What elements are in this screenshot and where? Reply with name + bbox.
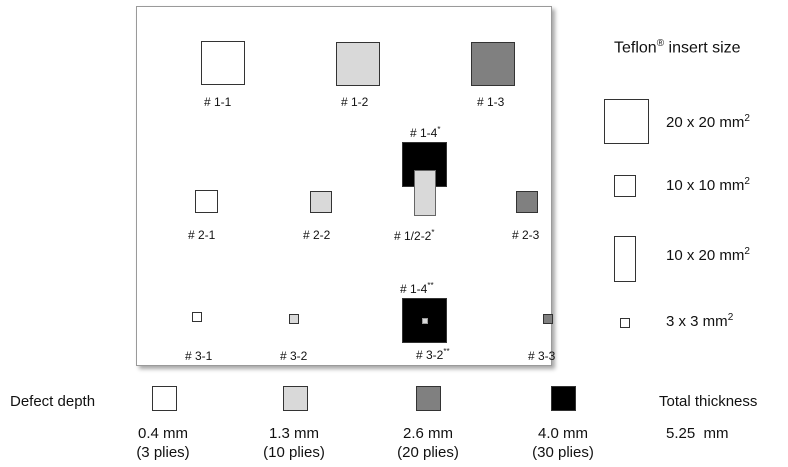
legend-title: Teflon® insert size xyxy=(614,38,741,57)
depth-plies-0: (3 plies) xyxy=(136,444,190,461)
label-3-2: # 3-2 xyxy=(280,349,308,363)
insert-3-3 xyxy=(543,314,553,324)
insert-3-2 xyxy=(289,314,299,324)
label-3-2-star: # 3-2** xyxy=(416,347,450,362)
label-1-2: # 1-2 xyxy=(341,95,369,109)
insert-2-1 xyxy=(195,190,218,213)
depth-plies-2: (20 plies) xyxy=(397,444,459,461)
depth-mm-2: 2.6 mm xyxy=(402,425,453,442)
defect-depth-label: Defect depth xyxy=(10,393,96,410)
label-2-2: # 2-2 xyxy=(303,228,331,242)
insert-3-1 xyxy=(192,312,202,322)
label-2-1: # 2-1 xyxy=(188,228,216,242)
insert-2-2 xyxy=(310,191,332,213)
label-1-2-2: # 1/2-2* xyxy=(394,228,435,243)
legend-swatch-10x20 xyxy=(614,236,636,282)
insert-1-2 xyxy=(336,42,380,86)
depth-swatch-0 xyxy=(152,386,177,411)
depth-mm-1: 1.3 mm xyxy=(268,425,319,442)
label-2-3: # 2-3 xyxy=(512,228,540,242)
insert-3-2-center xyxy=(422,318,428,324)
depth-mm-0: 0.4 mm xyxy=(137,425,188,442)
total-thickness-label: Total thickness xyxy=(659,393,758,410)
depth-swatch-1 xyxy=(283,386,308,411)
legend-swatch-10x10 xyxy=(614,175,636,197)
insert-1-3 xyxy=(471,42,515,86)
legend-label-10x20: 10 x 20 mm2 xyxy=(666,246,750,264)
label-3-1: # 3-1 xyxy=(185,349,213,363)
insert-2-3 xyxy=(516,191,538,213)
legend-label-3x3: 3 x 3 mm2 xyxy=(666,312,734,330)
depth-plies-1: (10 plies) xyxy=(263,444,325,461)
label-1-4-top: # 1-4* xyxy=(410,125,441,140)
legend-label-20x20: 20 x 20 mm2 xyxy=(666,113,750,131)
label-1-3: # 1-3 xyxy=(477,95,505,109)
legend-label-10x10: 10 x 10 mm2 xyxy=(666,176,750,194)
depth-mm-3: 4.0 mm xyxy=(537,425,588,442)
total-thickness-value: 5.25 mm xyxy=(666,425,729,442)
insert-1-2-2-gray xyxy=(414,170,436,216)
label-3-3: # 3-3 xyxy=(528,349,556,363)
depth-swatch-2 xyxy=(416,386,441,411)
insert-1-1 xyxy=(201,41,245,85)
depth-plies-3: (30 plies) xyxy=(532,444,594,461)
legend-swatch-20x20 xyxy=(604,99,649,144)
label-1-1: # 1-1 xyxy=(204,95,232,109)
label-1-4-bottom: # 1-4** xyxy=(400,281,434,296)
legend-swatch-3x3 xyxy=(620,318,630,328)
depth-swatch-3 xyxy=(551,386,576,411)
